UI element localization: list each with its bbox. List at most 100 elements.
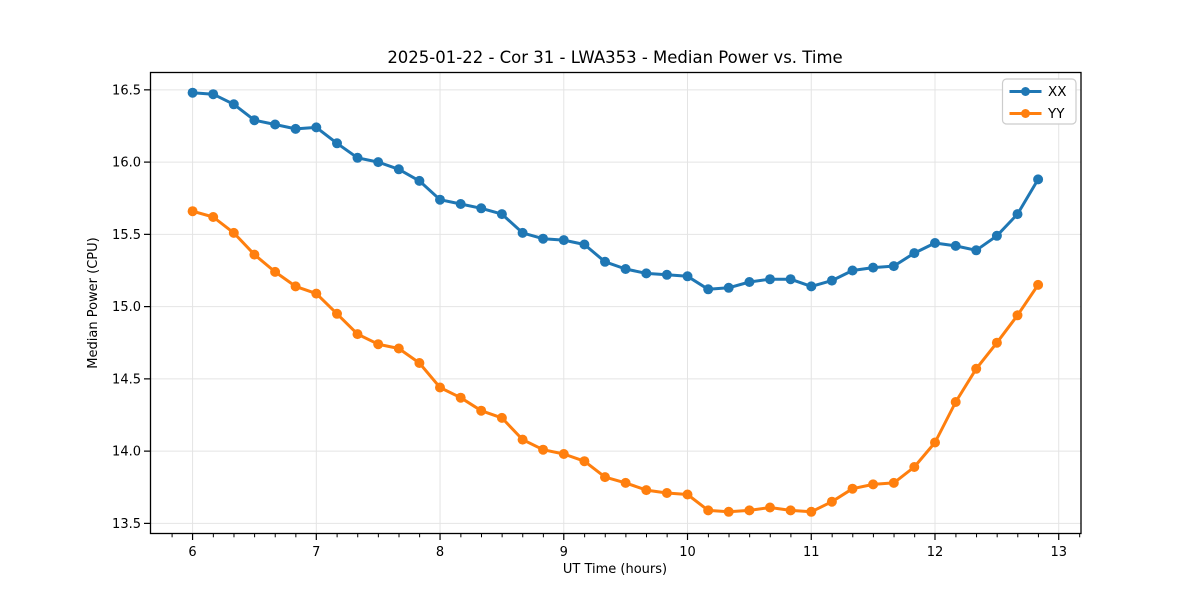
y-tick-label: 16.0 [112,156,141,171]
data-point-marker [868,262,879,273]
data-point-marker [414,175,425,186]
data-point-marker [847,483,858,494]
data-point-marker [888,477,899,488]
y-tick-label: 15.5 [112,228,141,243]
grid-layer [150,72,1081,534]
data-point-marker [826,496,837,507]
data-point-marker [765,274,775,285]
legend-label: XX [1048,84,1067,100]
data-point-marker [888,261,899,272]
data-point-marker [435,382,445,393]
data-point-marker [373,339,384,350]
data-point-marker [744,505,755,516]
data-point-marker [991,337,1002,348]
x-tick-label: 10 [679,545,696,560]
data-point-marker [476,405,487,416]
data-point-marker [744,277,755,287]
legend-marker-sample [1021,87,1030,96]
data-point-marker [455,392,466,403]
series-layer [187,87,1044,517]
data-point-marker [620,477,631,488]
data-point-marker [332,138,342,149]
data-point-marker [270,119,281,130]
data-point-marker [187,206,198,217]
data-point-marker [600,256,610,267]
data-point-marker [290,281,301,292]
data-point-marker [579,239,590,250]
data-point-marker [868,479,879,490]
legend-marker-sample [1021,109,1030,118]
data-point-marker [538,444,549,455]
data-point-marker [496,209,507,220]
x-tick-label: 8 [436,545,444,560]
data-point-marker [373,157,384,168]
data-point-marker [558,449,569,459]
data-point-marker [641,268,652,279]
data-point-marker [476,203,487,214]
data-point-marker [971,245,982,256]
data-point-marker [661,488,672,498]
data-point-marker [641,485,652,496]
data-point-marker [558,235,569,246]
data-point-marker [1033,174,1044,185]
legend-item-XX: XX [1009,84,1067,100]
data-point-marker [249,249,260,260]
data-point-marker [393,164,404,175]
y-tick-label: 15.0 [112,300,141,315]
data-point-marker [332,308,342,319]
data-point-marker [352,329,363,340]
data-point-marker [826,275,837,286]
x-tick-label: 9 [560,545,568,560]
data-point-marker [950,240,961,251]
data-point-marker [270,266,281,277]
data-point-marker [847,265,858,276]
data-point-marker [930,238,940,248]
data-point-marker [930,437,940,448]
data-point-marker [187,87,198,98]
data-point-marker [971,363,982,374]
data-point-marker [435,194,445,205]
legend-item-YY: YY [1009,106,1065,122]
data-point-marker [311,122,322,133]
data-point-marker [806,281,817,292]
data-point-marker [1012,310,1023,321]
x-tick-label: 13 [1050,545,1067,560]
y-tick-label: 14.5 [112,372,141,387]
chart-title: 2025-01-22 - Cor 31 - LWA353 - Median Po… [387,48,842,67]
data-point-marker [682,271,693,282]
y-axis-label: Median Power (CPU) [86,237,101,368]
tick-label-layer: 6 7 8 9 10 11 12 13 13.5 14.0 14.5 15.0 15.5 16.0 16.5 [112,83,1067,560]
data-point-marker [991,230,1002,241]
series-YY [187,206,1044,517]
series-XX [187,87,1044,295]
data-point-marker [249,115,260,126]
data-point-marker [538,233,549,244]
data-point-marker [393,343,404,354]
data-point-marker [620,264,631,274]
legend-label: YY [1047,106,1065,122]
y-tick-label: 13.5 [112,517,141,532]
x-tick-label: 11 [803,545,820,560]
y-tick-label: 14.0 [112,445,141,460]
x-axis-label: UT Time (hours) [563,562,667,577]
data-point-marker [414,358,425,368]
x-tick-label: 7 [312,545,320,560]
data-point-marker [517,227,528,238]
tick-layer [144,89,1081,540]
data-point-marker [579,456,590,467]
data-point-marker [723,282,734,293]
data-point-marker [785,505,796,516]
data-point-marker [496,412,507,423]
data-point-marker [661,269,672,280]
data-point-marker [950,397,961,407]
data-point-marker [228,227,239,238]
data-point-marker [909,462,920,472]
y-tick-label: 16.5 [112,83,141,98]
data-point-marker [517,434,528,445]
data-point-marker [723,506,734,517]
series-line-XX [191,91,1040,291]
legend: XX YY [1001,78,1077,125]
x-tick-label: 12 [927,545,944,560]
